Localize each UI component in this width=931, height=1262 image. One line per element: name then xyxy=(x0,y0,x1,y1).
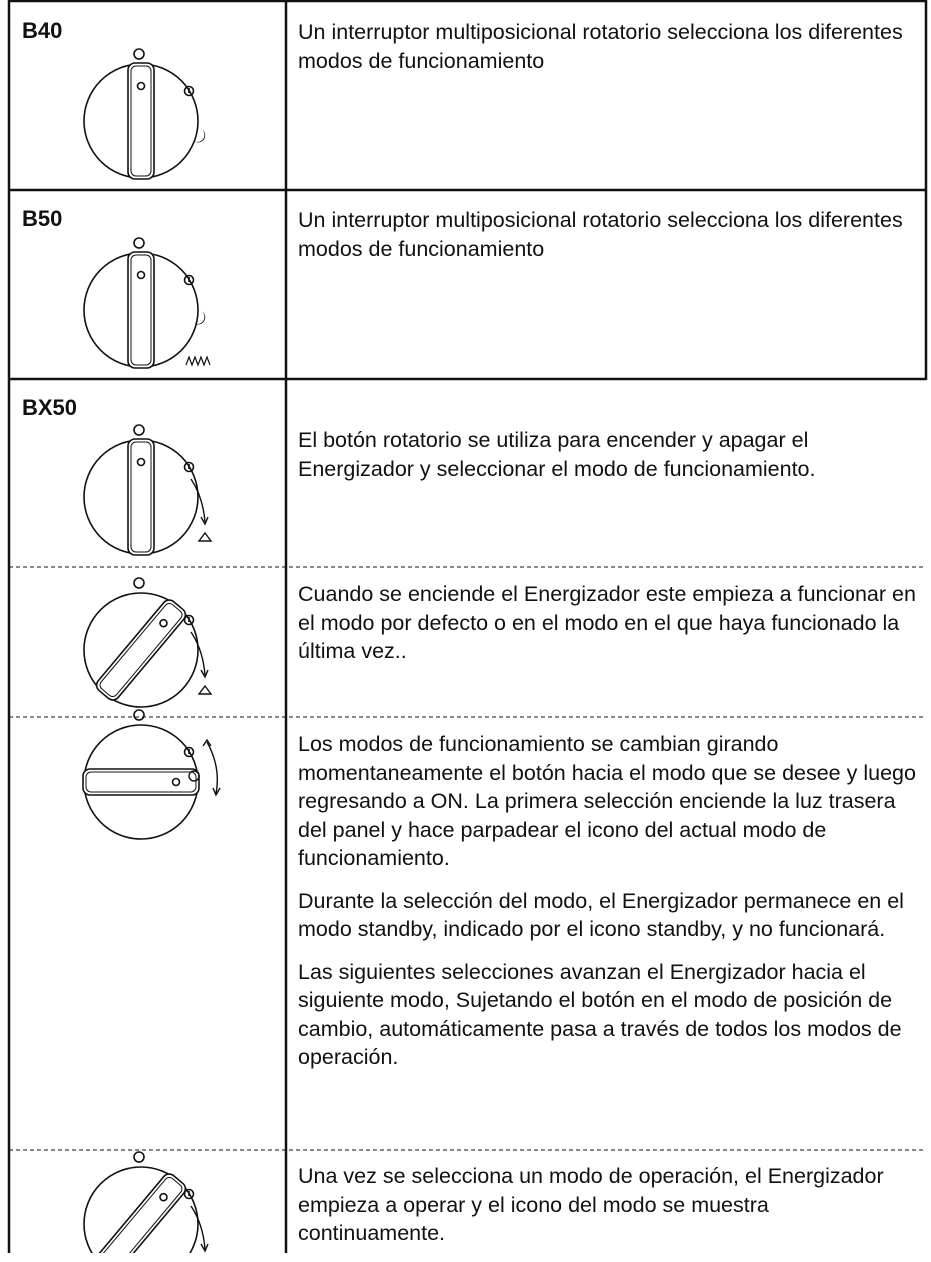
model-label: B50 xyxy=(22,206,63,231)
paragraph: Una vez se selecciona un modo de operaci… xyxy=(298,1164,884,1245)
dial xyxy=(82,709,221,840)
paragraph: Un interruptor multiposicional rotatorio… xyxy=(298,20,903,73)
dial xyxy=(83,424,212,556)
dashed-lines xyxy=(9,566,926,1151)
paragraph: Un interruptor multiposicional rotatorio… xyxy=(298,208,903,261)
paragraph: Durante la selección del modo, el Energi… xyxy=(298,888,904,942)
cell: Un interruptor multiposicional rotatorio… xyxy=(298,18,920,89)
model-label: BX50 xyxy=(22,395,78,420)
dial xyxy=(83,1151,212,1253)
cell: Los modos de funcionamiento se cambian g… xyxy=(298,730,920,1086)
cell: Una vez se selecciona un modo de operaci… xyxy=(298,1162,920,1262)
paragraph: El botón rotatorio se utiliza para encen… xyxy=(298,428,816,481)
dial xyxy=(83,48,206,180)
paragraph: Los modos de funcionamiento se cambian g… xyxy=(298,732,916,870)
dial xyxy=(83,577,212,708)
cell: Un interruptor multiposicional rotatorio… xyxy=(298,206,920,277)
cell: Cuando se enciende el Energizador este e… xyxy=(298,580,920,680)
paragraph: Las siguientes selecciones avanzan el En… xyxy=(298,959,902,1070)
borders xyxy=(7,0,928,1253)
cell: El botón rotatorio se utiliza para encen… xyxy=(298,426,920,497)
dial xyxy=(83,237,211,369)
paragraph: Cuando se enciende el Energizador este e… xyxy=(298,582,916,663)
model-label: B40 xyxy=(22,18,63,43)
